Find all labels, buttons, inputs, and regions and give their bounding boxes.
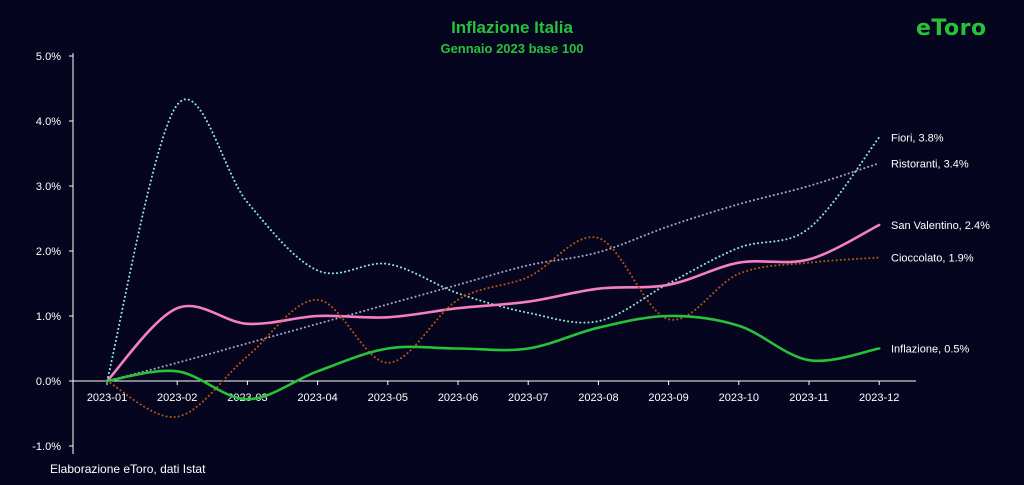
series-line-san-valentino — [105, 223, 881, 383]
source-note: Elaborazione eToro, dati Istat — [50, 462, 206, 476]
x-tick-label: 2023-04 — [297, 392, 337, 404]
series-label-cioccolato: Cioccolato, 1.9% — [891, 253, 974, 265]
series-line-cioccolato — [106, 236, 881, 418]
x-tick-label: 2023-09 — [648, 392, 688, 404]
y-tick-label: 3.0% — [36, 181, 61, 193]
etoro-logo: eToro — [916, 16, 987, 41]
x-tick-label: 2023-02 — [157, 392, 197, 404]
series-label-ristoranti: Ristoranti, 3.4% — [891, 158, 969, 170]
series-line-ristoranti — [106, 162, 881, 382]
series-label-fiori: Fiori, 3.8% — [891, 132, 944, 144]
y-tick-label: 0.0% — [36, 376, 61, 388]
x-tick-label: 2023-05 — [368, 392, 408, 404]
y-tick-label: 1.0% — [36, 311, 61, 323]
chart-title: Inflazione Italia — [451, 18, 573, 37]
x-tick-label: 2023-12 — [859, 392, 899, 404]
chart-subtitle: Gennaio 2023 base 100 — [440, 41, 584, 56]
x-tick-label: 2023-01 — [87, 392, 127, 404]
series-line-inflazione — [105, 314, 881, 401]
y-tick-label: 4.0% — [36, 116, 61, 128]
series-label-san-valentino: San Valentino, 2.4% — [891, 220, 990, 232]
y-tick-label: 2.0% — [36, 246, 61, 258]
series-label-inflazione: Inflazione, 0.5% — [891, 344, 969, 356]
series-line-fiori — [106, 98, 881, 382]
x-tick-label: 2023-11 — [789, 392, 829, 404]
x-tick-label: 2023-08 — [578, 392, 618, 404]
y-tick-label: 5.0% — [36, 51, 61, 63]
y-tick-label: -1.0% — [32, 441, 61, 453]
x-tick-label: 2023-10 — [719, 392, 759, 404]
x-tick-label: 2023-07 — [508, 392, 548, 404]
x-tick-label: 2023-06 — [438, 392, 478, 404]
